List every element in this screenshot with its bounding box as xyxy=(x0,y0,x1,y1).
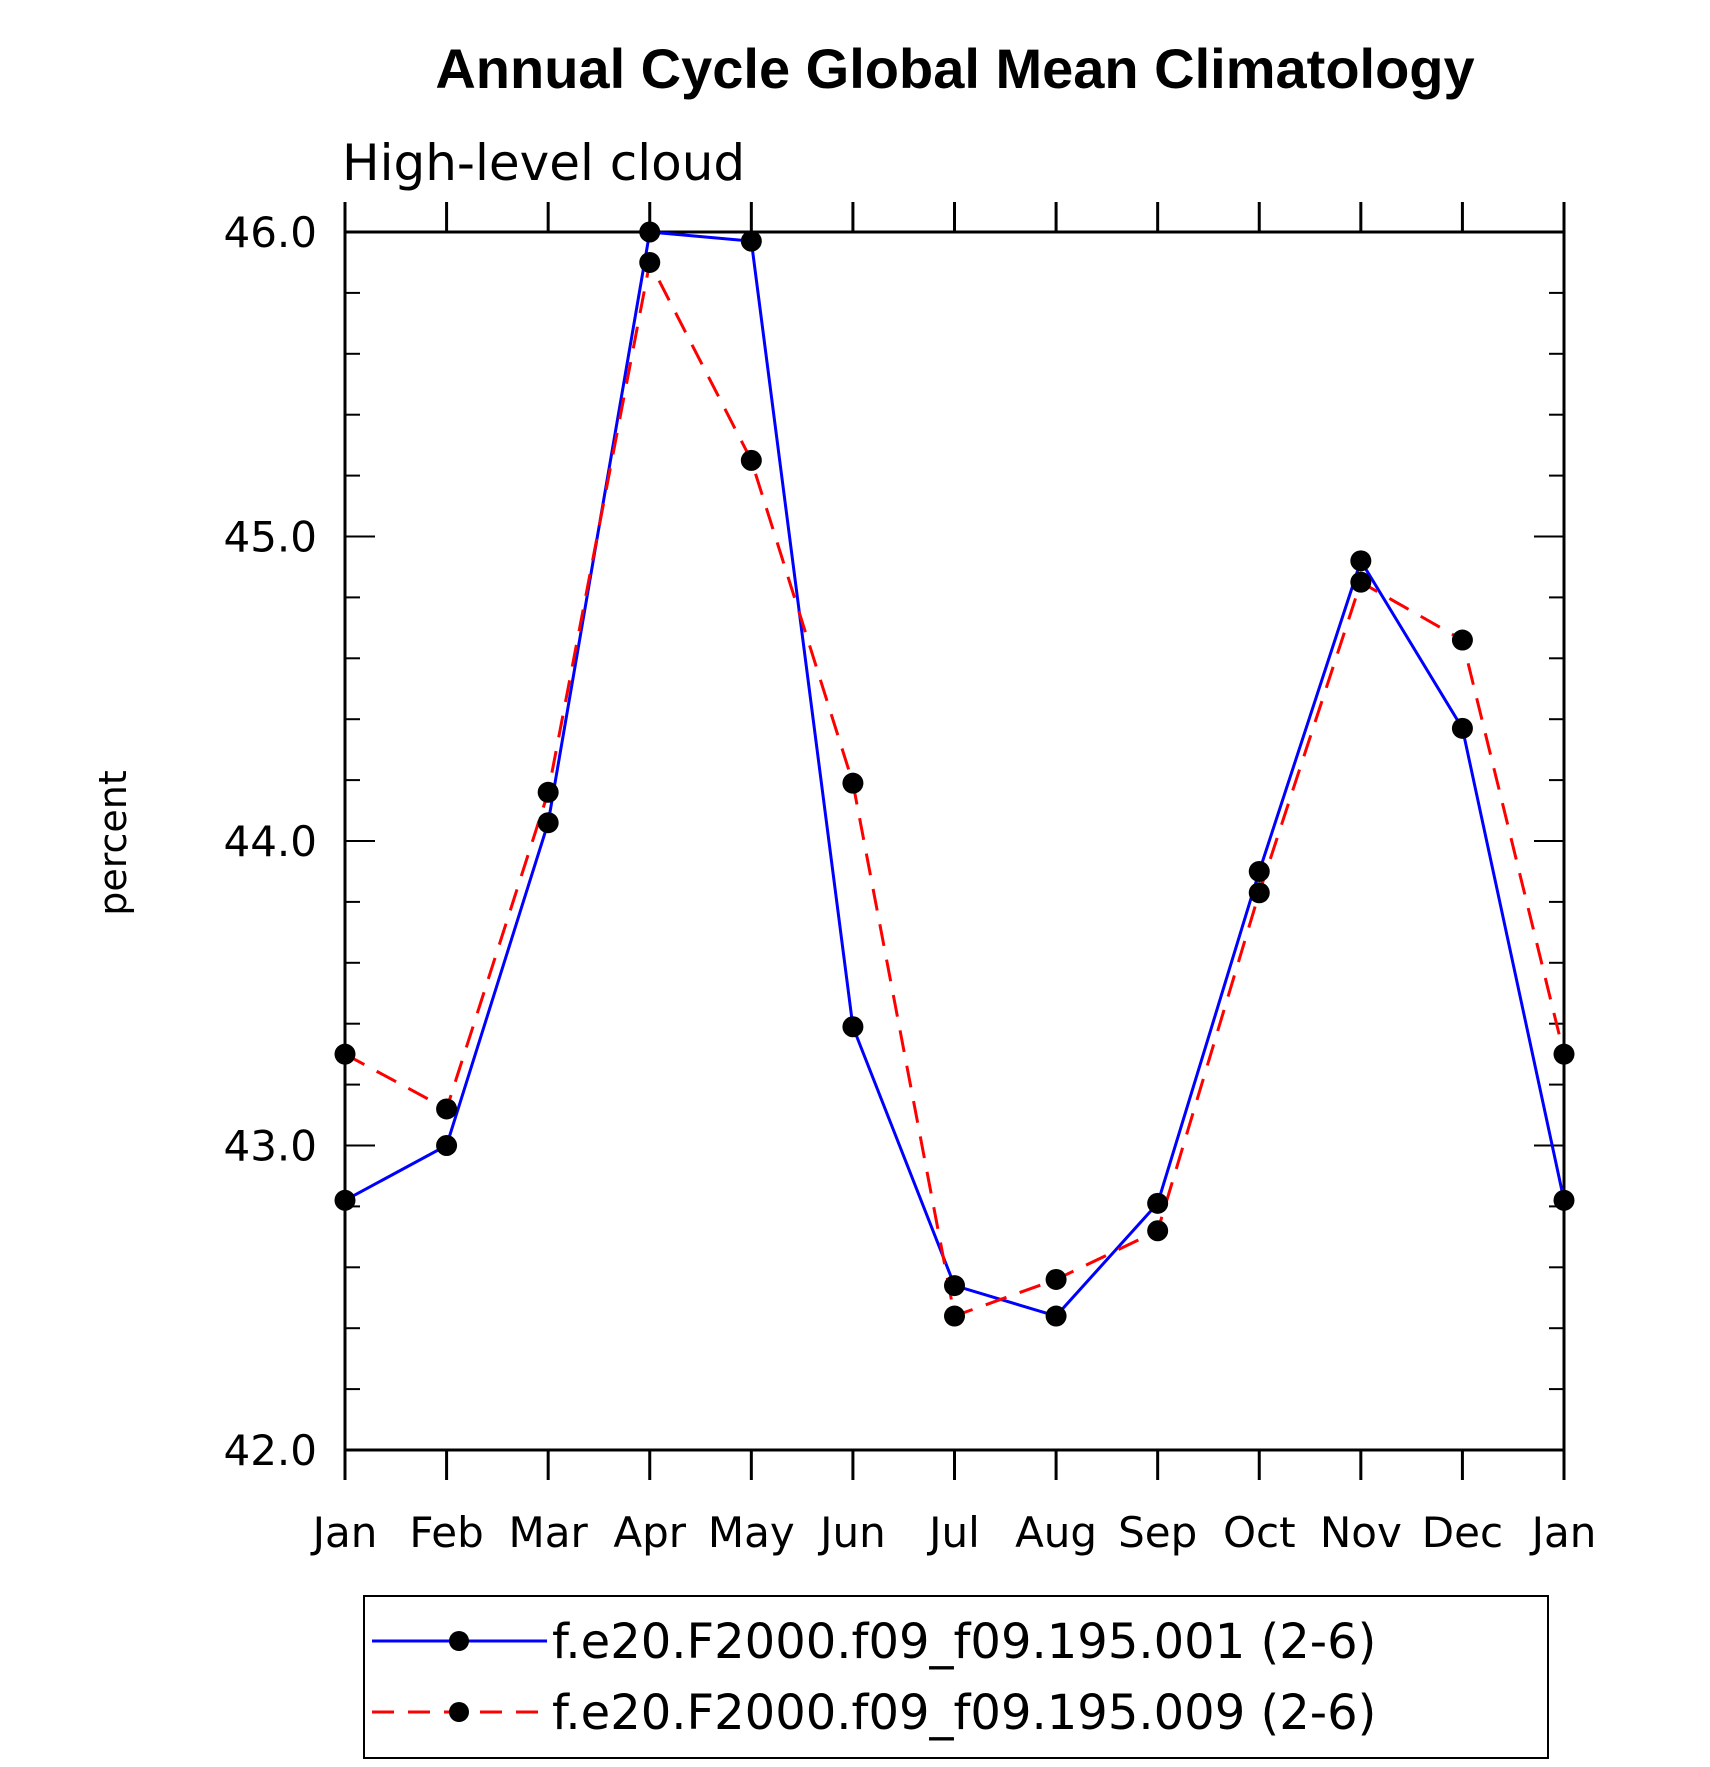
series-2-point xyxy=(1045,1268,1067,1290)
x-tick-label: Aug xyxy=(1015,1508,1097,1557)
y-tick-label: 45.0 xyxy=(223,513,317,562)
x-tick-label: Jun xyxy=(817,1508,886,1557)
series-1-point xyxy=(1350,550,1372,572)
y-tick-label: 44.0 xyxy=(223,817,317,866)
series-1-point xyxy=(436,1135,458,1156)
y-tick-label: 42.0 xyxy=(223,1426,317,1475)
series-2-point xyxy=(1147,1220,1169,1242)
legend-marker-series-1 xyxy=(449,1631,469,1651)
data-series xyxy=(334,221,1575,1327)
series-1-point xyxy=(1553,1189,1575,1211)
series-1-line xyxy=(344,230,1566,1318)
chart-subtitle: High-level cloud xyxy=(342,134,745,192)
series-1-point xyxy=(1045,1305,1067,1327)
legend-marker-series-2 xyxy=(449,1702,469,1722)
series-2-point xyxy=(842,772,864,794)
series-1-point xyxy=(1147,1192,1169,1214)
plot-frame xyxy=(343,230,1566,1452)
series-2-line xyxy=(344,257,1566,1319)
series-2-point xyxy=(334,1043,356,1065)
series-2-point xyxy=(740,449,762,471)
x-tick-label: Oct xyxy=(1223,1508,1296,1557)
series-2-point xyxy=(1451,629,1473,651)
series-1-point xyxy=(537,812,559,834)
x-tick-label: Jan xyxy=(310,1508,378,1557)
y-tick-label: 46.0 xyxy=(223,208,317,257)
legend-label-series-2: f.e20.F2000.f09_f09.195.009 (2-6) xyxy=(552,1685,1376,1741)
series-2-point xyxy=(1553,1043,1575,1065)
x-tick-label: May xyxy=(708,1508,795,1557)
y-tick-label: 43.0 xyxy=(223,1122,317,1171)
x-tick-label: Jan xyxy=(1529,1508,1597,1557)
legend: f.e20.F2000.f09_f09.195.001 (2-6) f.e20.… xyxy=(363,1595,1549,1759)
series-2-point xyxy=(1248,882,1270,904)
series-1-point xyxy=(1248,860,1270,882)
series-2-point xyxy=(436,1098,458,1120)
series-2-point xyxy=(639,251,661,273)
series-2-point xyxy=(1350,571,1372,593)
series-1-point xyxy=(944,1275,965,1297)
x-tick-label: Dec xyxy=(1422,1508,1503,1557)
x-tick-label: Mar xyxy=(509,1508,589,1557)
x-tick-label: Apr xyxy=(613,1508,686,1557)
axis-ticks xyxy=(343,202,1566,1480)
series-1-point xyxy=(740,230,762,252)
x-tick-labels: Jan Feb Mar Apr May Jun Jul Aug Sep Oct Nov Dec Jan xyxy=(310,1508,1597,1557)
series-1-point xyxy=(842,1016,864,1038)
legend-label-series-1: f.e20.F2000.f09_f09.195.001 (2-6) xyxy=(552,1614,1376,1670)
x-tick-label: Nov xyxy=(1320,1508,1402,1557)
series-2-point xyxy=(944,1305,965,1327)
series-2-point xyxy=(537,781,559,803)
series-1-point xyxy=(334,1189,356,1211)
y-tick-labels: 42.0 43.0 44.0 45.0 46.0 xyxy=(223,208,317,1475)
series-1-point xyxy=(1451,717,1473,739)
legend-box xyxy=(363,1595,1549,1759)
y-axis-label: percent xyxy=(91,770,135,916)
x-tick-label: Sep xyxy=(1118,1508,1197,1557)
x-tick-label: Jul xyxy=(926,1508,980,1557)
chart-title: Annual Cycle Global Mean Climatology xyxy=(435,37,1474,100)
series-1-point xyxy=(639,221,661,243)
x-tick-label: Feb xyxy=(409,1508,483,1557)
